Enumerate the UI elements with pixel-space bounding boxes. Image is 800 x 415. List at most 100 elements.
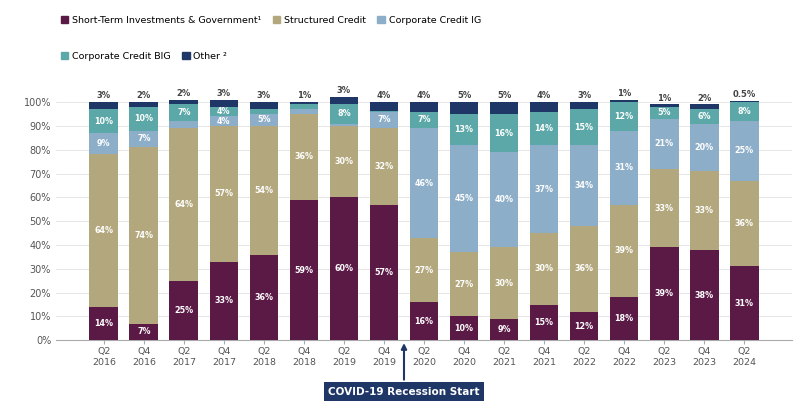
Bar bbox=[90, 154, 118, 307]
Bar bbox=[730, 121, 758, 181]
Bar bbox=[690, 171, 718, 250]
Bar bbox=[90, 102, 118, 109]
Bar bbox=[490, 102, 518, 114]
Text: 57%: 57% bbox=[214, 189, 234, 198]
Bar bbox=[730, 101, 758, 102]
Bar bbox=[610, 100, 638, 102]
Text: 74%: 74% bbox=[134, 231, 154, 240]
Bar bbox=[530, 112, 558, 145]
Bar bbox=[370, 128, 398, 205]
Text: 7%: 7% bbox=[378, 115, 390, 124]
Bar bbox=[610, 205, 638, 298]
Bar bbox=[690, 250, 718, 340]
Bar bbox=[650, 247, 678, 340]
Bar bbox=[170, 105, 198, 121]
Text: 10%: 10% bbox=[134, 114, 154, 123]
Bar bbox=[90, 109, 118, 133]
Bar bbox=[650, 105, 678, 107]
Text: 30%: 30% bbox=[334, 157, 354, 166]
Bar bbox=[370, 205, 398, 340]
Text: 36%: 36% bbox=[254, 293, 274, 302]
Bar bbox=[490, 247, 518, 319]
Bar bbox=[90, 133, 118, 154]
Text: 32%: 32% bbox=[374, 162, 394, 171]
Bar bbox=[730, 181, 758, 266]
Text: 13%: 13% bbox=[454, 125, 474, 134]
Text: 14%: 14% bbox=[534, 124, 554, 133]
Legend: Corporate Credit BIG, Other ²: Corporate Credit BIG, Other ² bbox=[61, 52, 227, 61]
Text: 33%: 33% bbox=[654, 204, 674, 212]
Bar bbox=[730, 102, 758, 121]
Text: 25%: 25% bbox=[174, 306, 194, 315]
Bar bbox=[130, 131, 158, 147]
Bar bbox=[290, 200, 318, 340]
Bar bbox=[210, 116, 238, 126]
Text: 30%: 30% bbox=[534, 264, 554, 273]
Text: 46%: 46% bbox=[414, 178, 434, 188]
Text: 3%: 3% bbox=[337, 86, 351, 95]
Bar bbox=[570, 226, 598, 312]
Bar bbox=[330, 126, 358, 198]
Text: 7%: 7% bbox=[137, 327, 150, 337]
Bar bbox=[450, 252, 478, 317]
Text: 33%: 33% bbox=[214, 296, 234, 305]
Bar bbox=[730, 266, 758, 340]
Text: 16%: 16% bbox=[494, 129, 514, 137]
Text: 59%: 59% bbox=[294, 266, 314, 274]
Bar bbox=[290, 114, 318, 200]
Text: 15%: 15% bbox=[534, 318, 554, 327]
Text: 6%: 6% bbox=[698, 112, 711, 121]
Text: 54%: 54% bbox=[254, 186, 274, 195]
Bar bbox=[410, 302, 438, 340]
Text: 36%: 36% bbox=[734, 219, 754, 228]
Bar bbox=[570, 102, 598, 109]
Bar bbox=[410, 112, 438, 128]
Bar bbox=[170, 121, 198, 128]
Text: 45%: 45% bbox=[454, 194, 474, 203]
Bar bbox=[450, 317, 478, 340]
Bar bbox=[290, 109, 318, 114]
Text: 3%: 3% bbox=[217, 89, 231, 98]
Text: 7%: 7% bbox=[137, 134, 150, 144]
Bar bbox=[370, 112, 398, 128]
Text: 2%: 2% bbox=[137, 91, 151, 100]
Bar bbox=[250, 114, 278, 126]
Text: 8%: 8% bbox=[337, 110, 350, 118]
Text: 3%: 3% bbox=[577, 91, 591, 100]
Text: 4%: 4% bbox=[217, 107, 230, 116]
Bar bbox=[490, 152, 518, 247]
Bar bbox=[570, 145, 598, 226]
Text: 16%: 16% bbox=[414, 317, 434, 326]
Text: 3%: 3% bbox=[97, 91, 111, 100]
Text: 5%: 5% bbox=[457, 91, 471, 100]
Text: 2%: 2% bbox=[177, 89, 191, 98]
Text: 25%: 25% bbox=[734, 146, 754, 155]
Text: 14%: 14% bbox=[94, 319, 114, 328]
Text: 37%: 37% bbox=[534, 185, 554, 193]
Bar bbox=[370, 102, 398, 111]
Bar bbox=[250, 102, 278, 109]
Bar bbox=[250, 254, 278, 340]
Bar bbox=[250, 126, 278, 254]
Bar bbox=[330, 97, 358, 105]
Bar bbox=[210, 100, 238, 107]
Bar bbox=[330, 124, 358, 126]
Text: 7%: 7% bbox=[177, 108, 190, 117]
Bar bbox=[570, 312, 598, 340]
Bar bbox=[530, 233, 558, 305]
Text: 4%: 4% bbox=[537, 91, 551, 100]
Bar bbox=[210, 107, 238, 116]
Text: 60%: 60% bbox=[334, 264, 354, 273]
Text: 3%: 3% bbox=[257, 91, 271, 100]
Text: 1%: 1% bbox=[617, 89, 631, 98]
Bar bbox=[610, 298, 638, 340]
Bar bbox=[330, 198, 358, 340]
Text: 31%: 31% bbox=[614, 163, 634, 172]
Text: 36%: 36% bbox=[294, 152, 314, 161]
Bar bbox=[570, 109, 598, 145]
Text: 5%: 5% bbox=[497, 91, 511, 100]
Text: 21%: 21% bbox=[654, 139, 674, 148]
Bar bbox=[130, 102, 158, 107]
Text: 31%: 31% bbox=[734, 299, 754, 308]
Text: 8%: 8% bbox=[738, 107, 751, 116]
